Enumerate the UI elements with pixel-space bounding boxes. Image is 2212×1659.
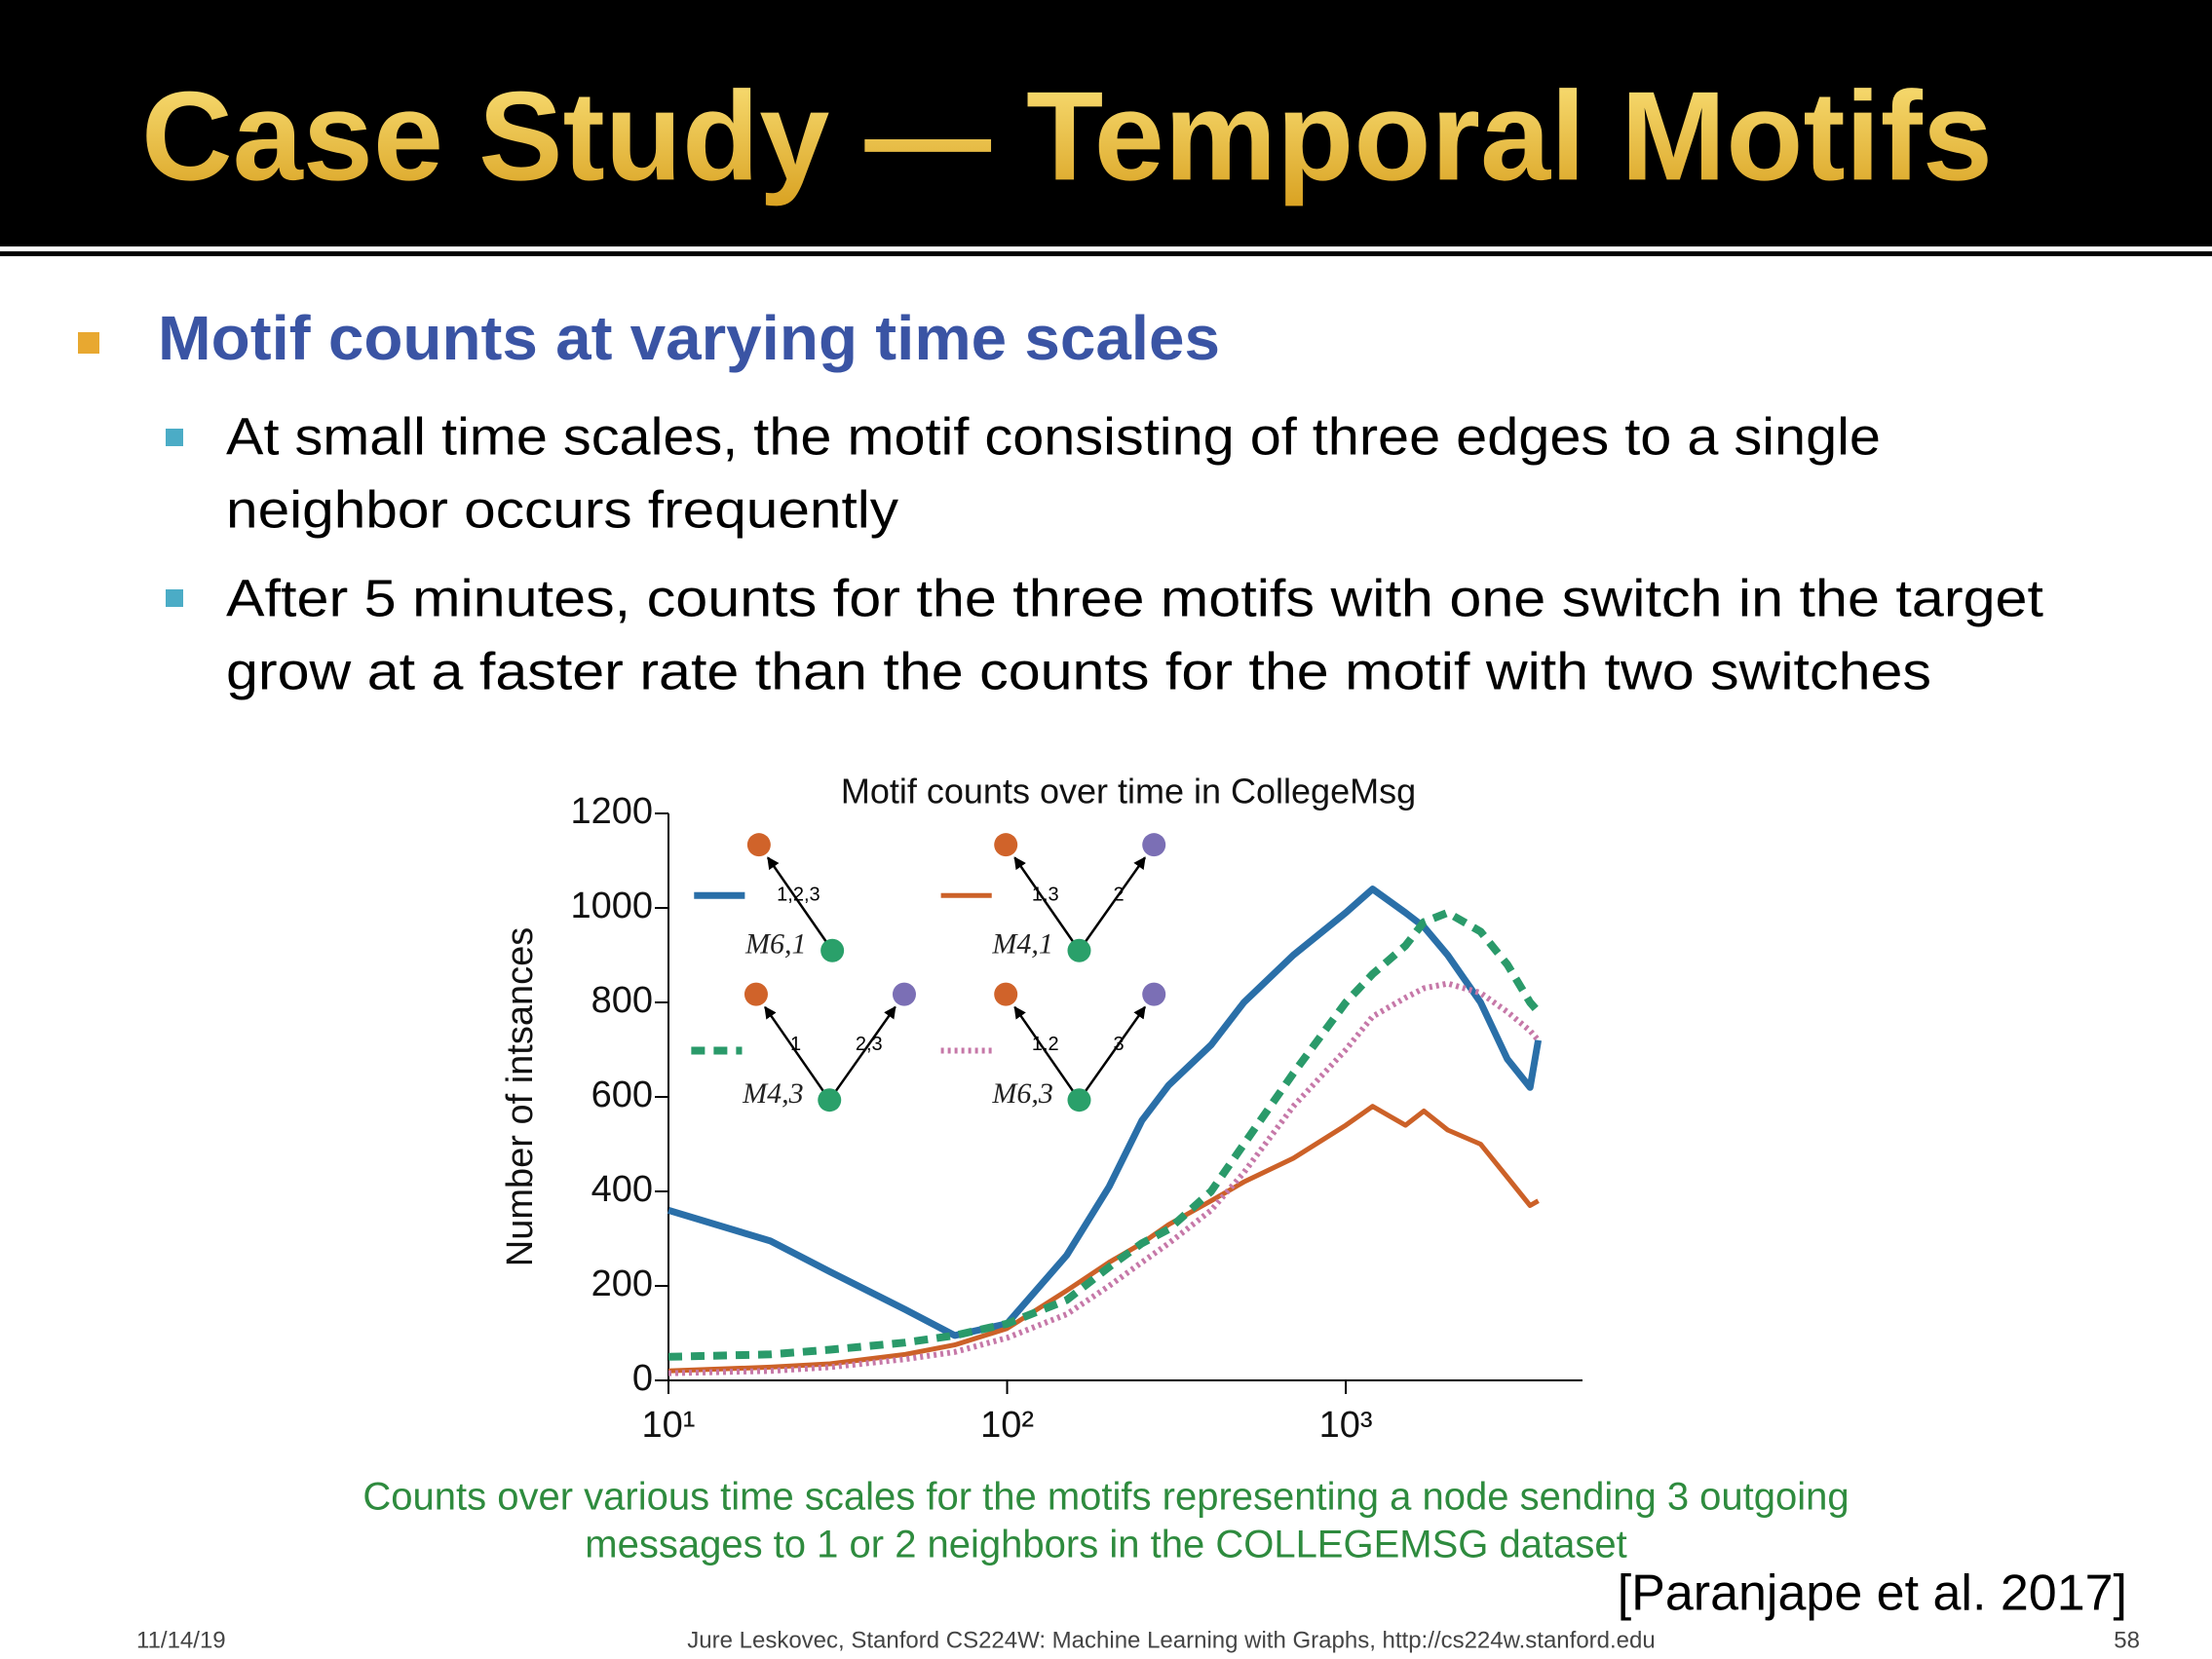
motif-node [746, 833, 771, 857]
motif-edge [764, 1005, 831, 1101]
bullet-heading: Motif counts at varying time scales [158, 303, 1220, 373]
motif-node [1067, 1088, 1091, 1112]
motif-node [1142, 982, 1166, 1006]
motif-edge [1013, 856, 1081, 952]
sub-bullet-marker [166, 589, 183, 607]
motif-node [1142, 833, 1166, 857]
sub-bullet-text: After 5 minutes, counts for the three mo… [226, 569, 2043, 627]
edge-label: 3 [1113, 1034, 1124, 1055]
caption: messages to 1 or 2 neighbors in the COLL… [585, 1524, 1626, 1566]
caption: Counts over various time scales for the … [362, 1476, 1849, 1519]
motif-node [820, 938, 845, 962]
sub-bullet-text: neighbor occurs frequently [226, 480, 898, 539]
edge-label: 2,3 [856, 1034, 883, 1055]
sub-bullet-text: grow at a faster rate than the counts fo… [226, 642, 1931, 700]
footer-date: 11/14/19 [136, 1627, 226, 1653]
x-tick-label: 10³ [1319, 1405, 1373, 1446]
y-tick-label: 800 [591, 980, 653, 1021]
y-tick-label: 400 [591, 1169, 653, 1210]
legend-entry: 1,3 2 M4,1 [940, 833, 1166, 962]
x-tick-label: 10¹ [642, 1405, 696, 1446]
y-tick-label: 200 [591, 1263, 653, 1304]
edge-label: 1,3 [1032, 885, 1059, 906]
legend-entry: 1,2,3 M6,1 [694, 833, 845, 962]
legend-entry: 1 2,3 M4,3 [691, 982, 916, 1112]
legend-label: M6,3 [991, 1077, 1053, 1110]
series-line [667, 1104, 1540, 1374]
edge-label: 1,2,3 [777, 885, 820, 906]
edge-label: 2 [1113, 885, 1124, 906]
motif-edge [1078, 1005, 1147, 1101]
motif-edge [1078, 856, 1147, 952]
series-line [667, 886, 1543, 1339]
y-tick-label: 1200 [570, 791, 653, 832]
y-tick-label: 1000 [570, 886, 653, 926]
sub-bullet-marker [166, 429, 183, 446]
motif-node [892, 982, 916, 1006]
series-line [667, 980, 1541, 1376]
footer-text: Jure Leskovec, Stanford CS224W: Machine … [687, 1627, 1655, 1653]
citation: [Paranjape et al. 2017] [1618, 1565, 2127, 1622]
slide-title: Case Study — Temporal Motifs [141, 64, 1993, 207]
x-tick-label: 10² [980, 1405, 1034, 1446]
y-axis-label: Number of intsances [500, 927, 541, 1267]
motif-edge [1013, 1005, 1081, 1101]
motif-node [744, 982, 768, 1006]
edge-label: 1 [790, 1034, 801, 1055]
motif-node [994, 982, 1018, 1006]
page-number: 58 [2114, 1627, 2140, 1653]
motif-node [994, 833, 1018, 857]
edge-label: 1,2 [1032, 1034, 1059, 1055]
series-line [667, 908, 1542, 1361]
motif-edge [828, 1005, 896, 1101]
bullet-marker [78, 332, 99, 354]
motif-node [1067, 938, 1091, 962]
legend-entry: 1,2 3 M6,3 [940, 982, 1166, 1112]
motif-node [818, 1088, 842, 1112]
legend-label: M6,1 [744, 927, 807, 960]
chart-title: Motif counts over time in CollegeMsg [841, 772, 1416, 811]
y-tick-label: 0 [632, 1358, 653, 1399]
header-band [0, 0, 2212, 246]
sub-bullet-text: At small time scales, the motif consisti… [226, 407, 1881, 466]
legend-label: M4,3 [742, 1077, 804, 1110]
y-tick-label: 600 [591, 1075, 653, 1115]
motif-edge [766, 856, 834, 952]
header-rule [0, 251, 2212, 256]
legend-label: M4,1 [991, 927, 1053, 960]
